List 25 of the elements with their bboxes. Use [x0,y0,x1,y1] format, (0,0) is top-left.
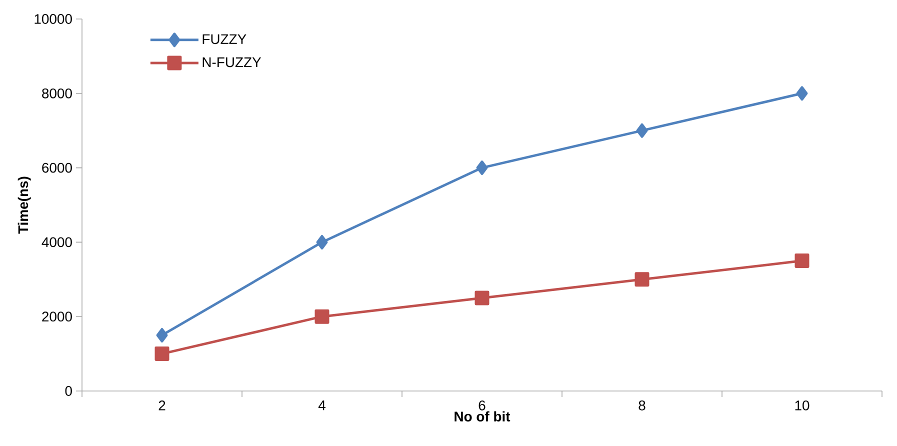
y-tick-label: 10000 [34,14,72,24]
point [156,328,168,342]
point [794,254,810,268]
point [314,309,330,324]
point [634,272,650,287]
y-tick-label: 4000 [42,237,72,248]
x-tick-label: 4 [318,400,326,410]
y-tick-label: 0 [65,386,72,396]
legend-label: N-FUZZY [202,57,262,68]
x-axis-title: No of bit [454,411,510,422]
y-tick-label: 2000 [42,312,72,322]
x-tick-label: 8 [638,400,646,410]
point [154,346,170,362]
x-tick-label: 10 [795,400,810,410]
point [476,160,488,176]
y-tick-label: 8000 [42,88,72,98]
x-tick-label: 6 [478,400,486,410]
legend-label: FUZZY [202,34,246,44]
point [796,86,808,101]
point [636,123,648,138]
point [316,234,328,250]
y-axis-title: Time(ns) [18,176,31,234]
y-tick-label: 6000 [42,162,72,173]
x-tick-label: 2 [158,400,166,410]
point [474,290,490,306]
